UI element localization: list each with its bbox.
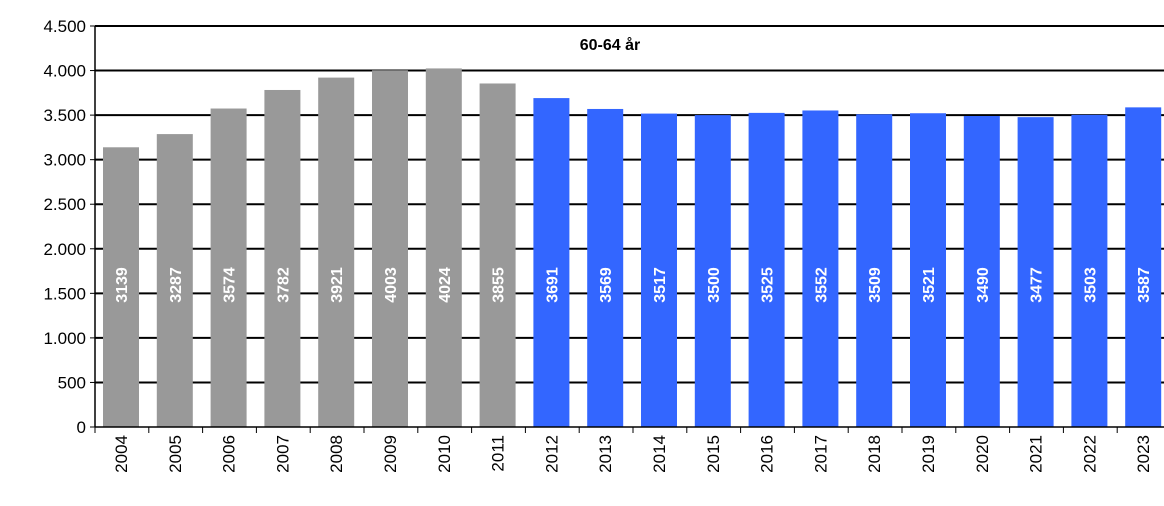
bar — [1125, 107, 1162, 427]
x-tick-label: 2012 — [542, 435, 561, 473]
bar — [963, 116, 1000, 427]
x-tick-label: 2006 — [220, 435, 239, 473]
bar-value-label: 3517 — [652, 267, 669, 303]
y-tick-label: 2.000 — [43, 240, 86, 259]
bar-value-label: 3691 — [544, 267, 561, 303]
y-tick-label: 0 — [77, 418, 86, 437]
bar — [748, 112, 785, 427]
x-tick-label: 2004 — [112, 435, 131, 473]
x-tick-label: 2011 — [489, 435, 508, 472]
bar-value-label: 3490 — [975, 267, 992, 303]
x-tick-label: 2016 — [758, 435, 777, 473]
x-tick-label: 2014 — [650, 435, 669, 473]
bar-value-label: 3574 — [222, 267, 239, 303]
bar-value-label: 3921 — [329, 267, 346, 303]
bar — [318, 77, 355, 427]
bar-value-label: 3569 — [598, 267, 615, 303]
bar-value-label: 3503 — [1082, 267, 1099, 303]
bars — [103, 68, 1162, 428]
bar-value-label: 3855 — [491, 267, 508, 303]
x-tick-label: 2021 — [1027, 435, 1046, 473]
bar-value-label: 4024 — [437, 267, 454, 303]
bar-value-label: 3509 — [867, 267, 884, 303]
x-tick-label: 2020 — [973, 435, 992, 473]
bar-value-label: 4003 — [383, 267, 400, 303]
chart-title-background — [540, 29, 680, 61]
bar — [1071, 114, 1108, 427]
bar-value-label: 3587 — [1136, 267, 1153, 303]
chart-title: 60-64 år — [580, 36, 641, 54]
x-tick-label: 2022 — [1080, 435, 1099, 473]
x-tick-label: 2019 — [919, 435, 938, 473]
x-tick-label: 2010 — [435, 435, 454, 473]
y-tick-label: 500 — [58, 373, 86, 392]
bar-value-label: 3139 — [114, 267, 131, 303]
y-tick-label: 3.000 — [43, 151, 86, 170]
bar — [425, 68, 462, 428]
x-tick-label: 2015 — [704, 435, 723, 473]
gridlines — [95, 25, 1164, 384]
y-tick-label: 2.500 — [43, 195, 86, 214]
y-tick-label: 1.500 — [43, 284, 86, 303]
y-tick-label: 1.000 — [43, 329, 86, 348]
bar — [856, 114, 893, 427]
bar — [802, 110, 839, 428]
axes: 0 500 1.000 1.500 2.000 2.500 3.000 3.500 4.000 4… — [43, 17, 1164, 473]
x-tick-label: 2023 — [1134, 435, 1153, 473]
bar-value-labels: 3139 3287 3574 3782 3921 4003 4024 3855 3691 3569… — [114, 267, 1153, 303]
x-tick-label: 2008 — [327, 435, 346, 473]
y-tick-label: 4.000 — [43, 62, 86, 81]
bar-value-label: 3500 — [706, 267, 723, 303]
x-tick-label: 2007 — [273, 435, 292, 473]
bar — [479, 83, 516, 427]
x-tick-label: 2017 — [811, 435, 830, 473]
bar-value-label: 3552 — [813, 267, 830, 303]
bar — [587, 108, 624, 427]
x-tick-label: 2009 — [381, 435, 400, 473]
bar-value-label: 3287 — [168, 267, 185, 303]
x-tick-label: 2013 — [596, 435, 615, 473]
bar-value-label: 3477 — [1029, 267, 1046, 303]
x-tick-label: 2018 — [865, 435, 884, 473]
bar — [694, 115, 731, 427]
bar — [1017, 117, 1054, 427]
bar — [156, 134, 193, 427]
bar — [641, 113, 677, 427]
bar — [910, 113, 946, 427]
bar — [210, 108, 247, 427]
bar — [372, 70, 408, 428]
y-tick-label: 4.500 — [43, 17, 86, 36]
y-tick-label: 3.500 — [43, 106, 86, 125]
bar-value-label: 3521 — [921, 267, 938, 303]
x-tick-label: 2005 — [166, 435, 185, 473]
bar — [533, 98, 570, 428]
bar — [264, 89, 301, 427]
bar-value-label: 3782 — [275, 267, 292, 303]
bar-value-label: 3525 — [760, 267, 777, 303]
bar — [103, 147, 139, 428]
